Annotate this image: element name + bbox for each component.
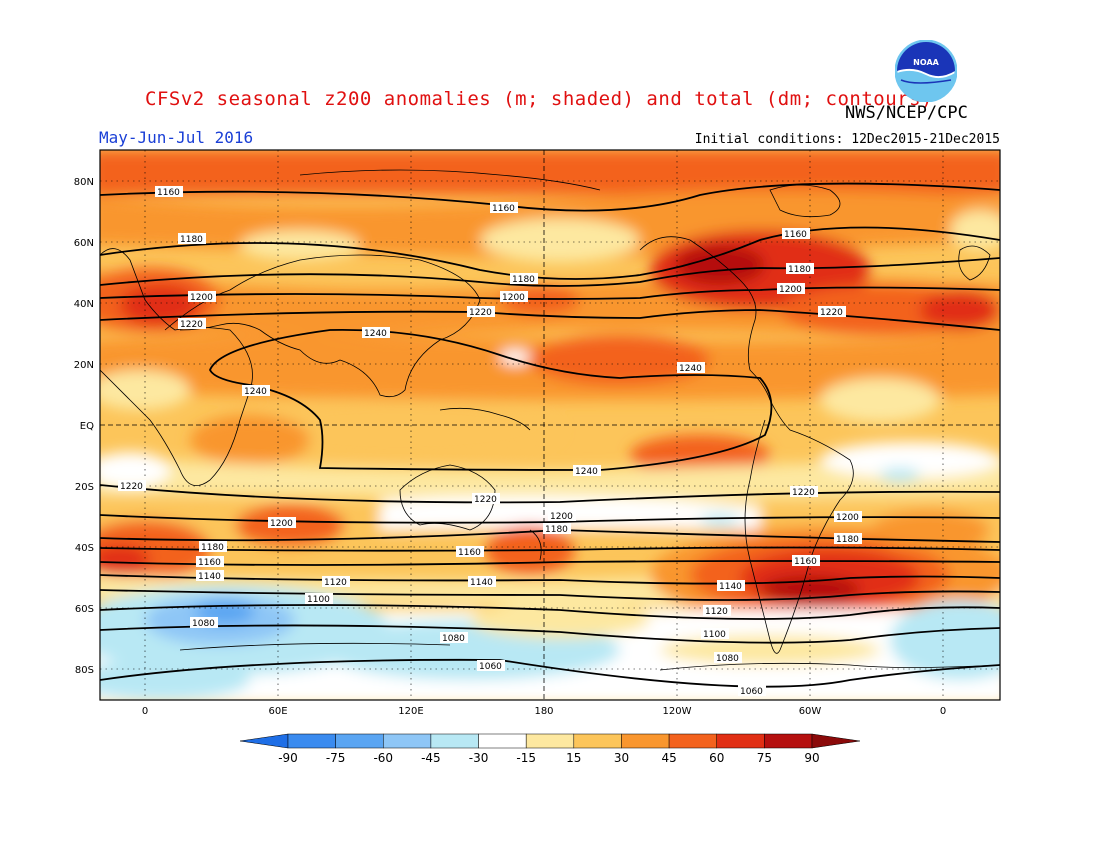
lat-label: 60S	[75, 604, 94, 615]
colorbar-tick-label: 45	[661, 751, 676, 765]
colorbar-swatch	[335, 733, 384, 749]
contour-label: 1220	[120, 482, 143, 492]
contour-label: 1200	[502, 293, 525, 303]
contour-label: 1220	[792, 488, 815, 498]
contour-label: 1120	[324, 578, 347, 588]
contour-label: 1140	[470, 578, 493, 588]
contour-label: 1100	[307, 595, 330, 605]
contour-label: 1200	[779, 285, 802, 295]
lon-label: 180	[534, 706, 553, 717]
contour-label: 1160	[784, 230, 807, 240]
colorbar-min-arrow	[239, 733, 289, 749]
agency-label: NWS/NCEP/CPC	[845, 103, 968, 123]
contour-label: 1180	[788, 265, 811, 275]
lon-label: 60E	[268, 706, 287, 717]
colorbar-tick-label: -90	[278, 751, 298, 765]
forecast-period: May-Jun-Jul 2016	[99, 128, 254, 147]
contour-label: 1240	[364, 329, 387, 339]
latitude-labels: 80N 60N 40N 20N EQ 20S 40S 60S 80S	[74, 177, 94, 676]
longitude-labels: 0 60E 120E 180 120W 60W 0	[142, 706, 946, 717]
contour-label: 1080	[442, 634, 465, 644]
initial-conditions: Initial conditions: 12Dec2015-21Dec2015	[694, 132, 1000, 147]
colorbar-swatch	[383, 733, 432, 749]
map-title: CFSv2 seasonal z200 anomalies (m; shaded…	[145, 88, 933, 110]
colorbar-swatch	[716, 733, 765, 749]
contour-label: 1180	[836, 535, 859, 545]
colorbar-tick-label: -75	[326, 751, 346, 765]
contour-label: 1240	[575, 467, 598, 477]
contour-label: 1120	[705, 607, 728, 617]
colorbar-swatch	[430, 733, 479, 749]
colorbar-swatch	[525, 733, 575, 749]
contour-label: 1220	[469, 308, 492, 318]
contour-label: 1160	[794, 557, 817, 567]
colorbar-swatch	[573, 733, 622, 749]
colorbar-swatch	[621, 733, 670, 749]
colorbar-tick-label: 75	[757, 751, 772, 765]
contour-label: 1200	[836, 513, 859, 523]
contour-label: 1140	[719, 582, 742, 592]
lat-label: 80S	[75, 665, 94, 676]
colorbar-tick-label: -30	[469, 751, 489, 765]
contour-label: 1220	[474, 495, 497, 505]
colorbar-swatch	[764, 733, 813, 749]
colorbar-max-arrow	[811, 733, 861, 749]
contour-label: 1200	[190, 293, 213, 303]
colorbar-tick-label: 15	[566, 751, 581, 765]
contour-label: 1240	[244, 387, 267, 397]
colorbar-tick-label: -60	[373, 751, 393, 765]
colorbar-tick-label: -15	[516, 751, 536, 765]
lat-label: 20S	[75, 482, 94, 493]
contour-label: 1160	[458, 548, 481, 558]
contour-label: 1160	[492, 204, 515, 214]
contour-label: 1180	[201, 543, 224, 553]
contour-label: 1060	[479, 662, 502, 672]
contour-label: 1200	[270, 519, 293, 529]
lon-label: 120W	[663, 706, 692, 717]
contour-label: 1220	[820, 308, 843, 318]
noaa-logo-icon: NOAA	[895, 40, 957, 102]
map-frame	[99, 149, 1001, 701]
contour-label: 1160	[157, 188, 180, 198]
contour-label: 1240	[679, 364, 702, 374]
colorbar-swatch	[287, 733, 336, 749]
contour-label: 1060	[740, 687, 763, 697]
contour-label: 1180	[512, 275, 535, 285]
contour-label: 1200	[550, 512, 573, 522]
equator-dateline	[100, 150, 1000, 700]
contour-label: 1220	[180, 320, 203, 330]
contour-label: 1180	[180, 235, 203, 245]
colorbar-tick-label: -45	[421, 751, 441, 765]
lon-label: 60W	[799, 706, 822, 717]
anomaly-shading	[100, 150, 1000, 700]
svg-text:NOAA: NOAA	[913, 58, 939, 67]
lat-label: 40S	[75, 543, 94, 554]
lon-label: 0	[142, 706, 148, 717]
colorbar-swatch	[668, 733, 717, 749]
lat-label: EQ	[80, 421, 94, 432]
contour-label: 1080	[192, 619, 215, 629]
lat-label: 40N	[74, 299, 94, 310]
lat-label: 80N	[74, 177, 94, 188]
lon-label: 120E	[398, 706, 423, 717]
contour-label: 1080	[716, 654, 739, 664]
lat-label: 60N	[74, 238, 94, 249]
colorbar-tick-label: 90	[804, 751, 819, 765]
colorbar: -90 -75 -60 -45 -30 -15 15 30 45 60 75 90	[239, 733, 861, 765]
contour-label: 1100	[703, 630, 726, 640]
colorbar-swatch	[478, 733, 527, 749]
colorbar-tick-label: 30	[614, 751, 629, 765]
colorbar-tick-label: 60	[709, 751, 724, 765]
contour-label: 1180	[545, 525, 568, 535]
lon-label: 0	[940, 706, 946, 717]
contour-label: 1140	[198, 572, 221, 582]
contour-label: 1160	[198, 558, 221, 568]
lat-label: 20N	[74, 360, 94, 371]
contour-label-group: 1160 1160 1160 1180 1180 1180 1200 1200 …	[118, 186, 862, 697]
